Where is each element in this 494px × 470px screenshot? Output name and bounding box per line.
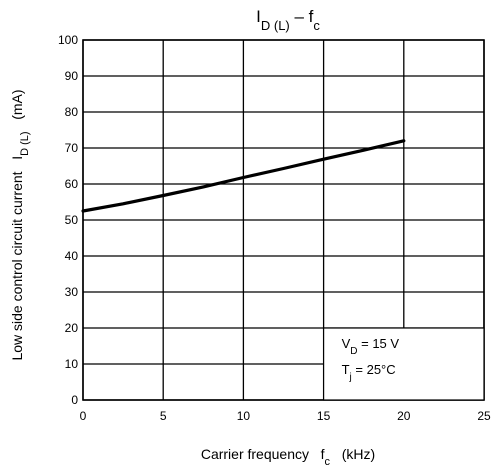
- x-tick-label: 10: [237, 409, 251, 423]
- x-tick-label: 20: [397, 409, 411, 423]
- series: [81, 139, 406, 213]
- y-tick-label: 30: [65, 285, 79, 299]
- plot-frame: [82, 39, 485, 401]
- condition-vd: VD = 15 V: [342, 336, 400, 357]
- chart-title: ID (L) – fc: [256, 7, 320, 33]
- y-tick-label: 60: [65, 177, 79, 191]
- y-tick-label: 50: [65, 213, 79, 227]
- y-tick-label: 0: [71, 393, 78, 407]
- data-line: [81, 139, 406, 213]
- condition-tj: Tj = 25°C: [342, 362, 396, 383]
- x-tick-label: 0: [80, 409, 87, 423]
- x-axis-label: Carrier frequency fc (kHz): [201, 446, 375, 468]
- y-tick-label: 70: [65, 141, 79, 155]
- grid: [82, 39, 485, 401]
- y-tick-label: 20: [65, 321, 79, 335]
- y-tick-label: 100: [58, 33, 78, 47]
- condition-box: [323, 327, 485, 401]
- x-tick-label: 15: [317, 409, 331, 423]
- y-tick-label: 40: [65, 249, 79, 263]
- x-tick-label: 5: [160, 409, 167, 423]
- y-tick-label: 80: [65, 105, 79, 119]
- y-tick-label: 10: [65, 357, 79, 371]
- y-axis-label: Low side control circuit current ID (L) …: [9, 89, 31, 360]
- x-tick-label: 25: [477, 409, 491, 423]
- tick-labels: 0 5 10 15 20 25 0 10 20 30 40 50 60 70 80 90 100: [58, 33, 491, 423]
- y-tick-label: 90: [65, 69, 79, 83]
